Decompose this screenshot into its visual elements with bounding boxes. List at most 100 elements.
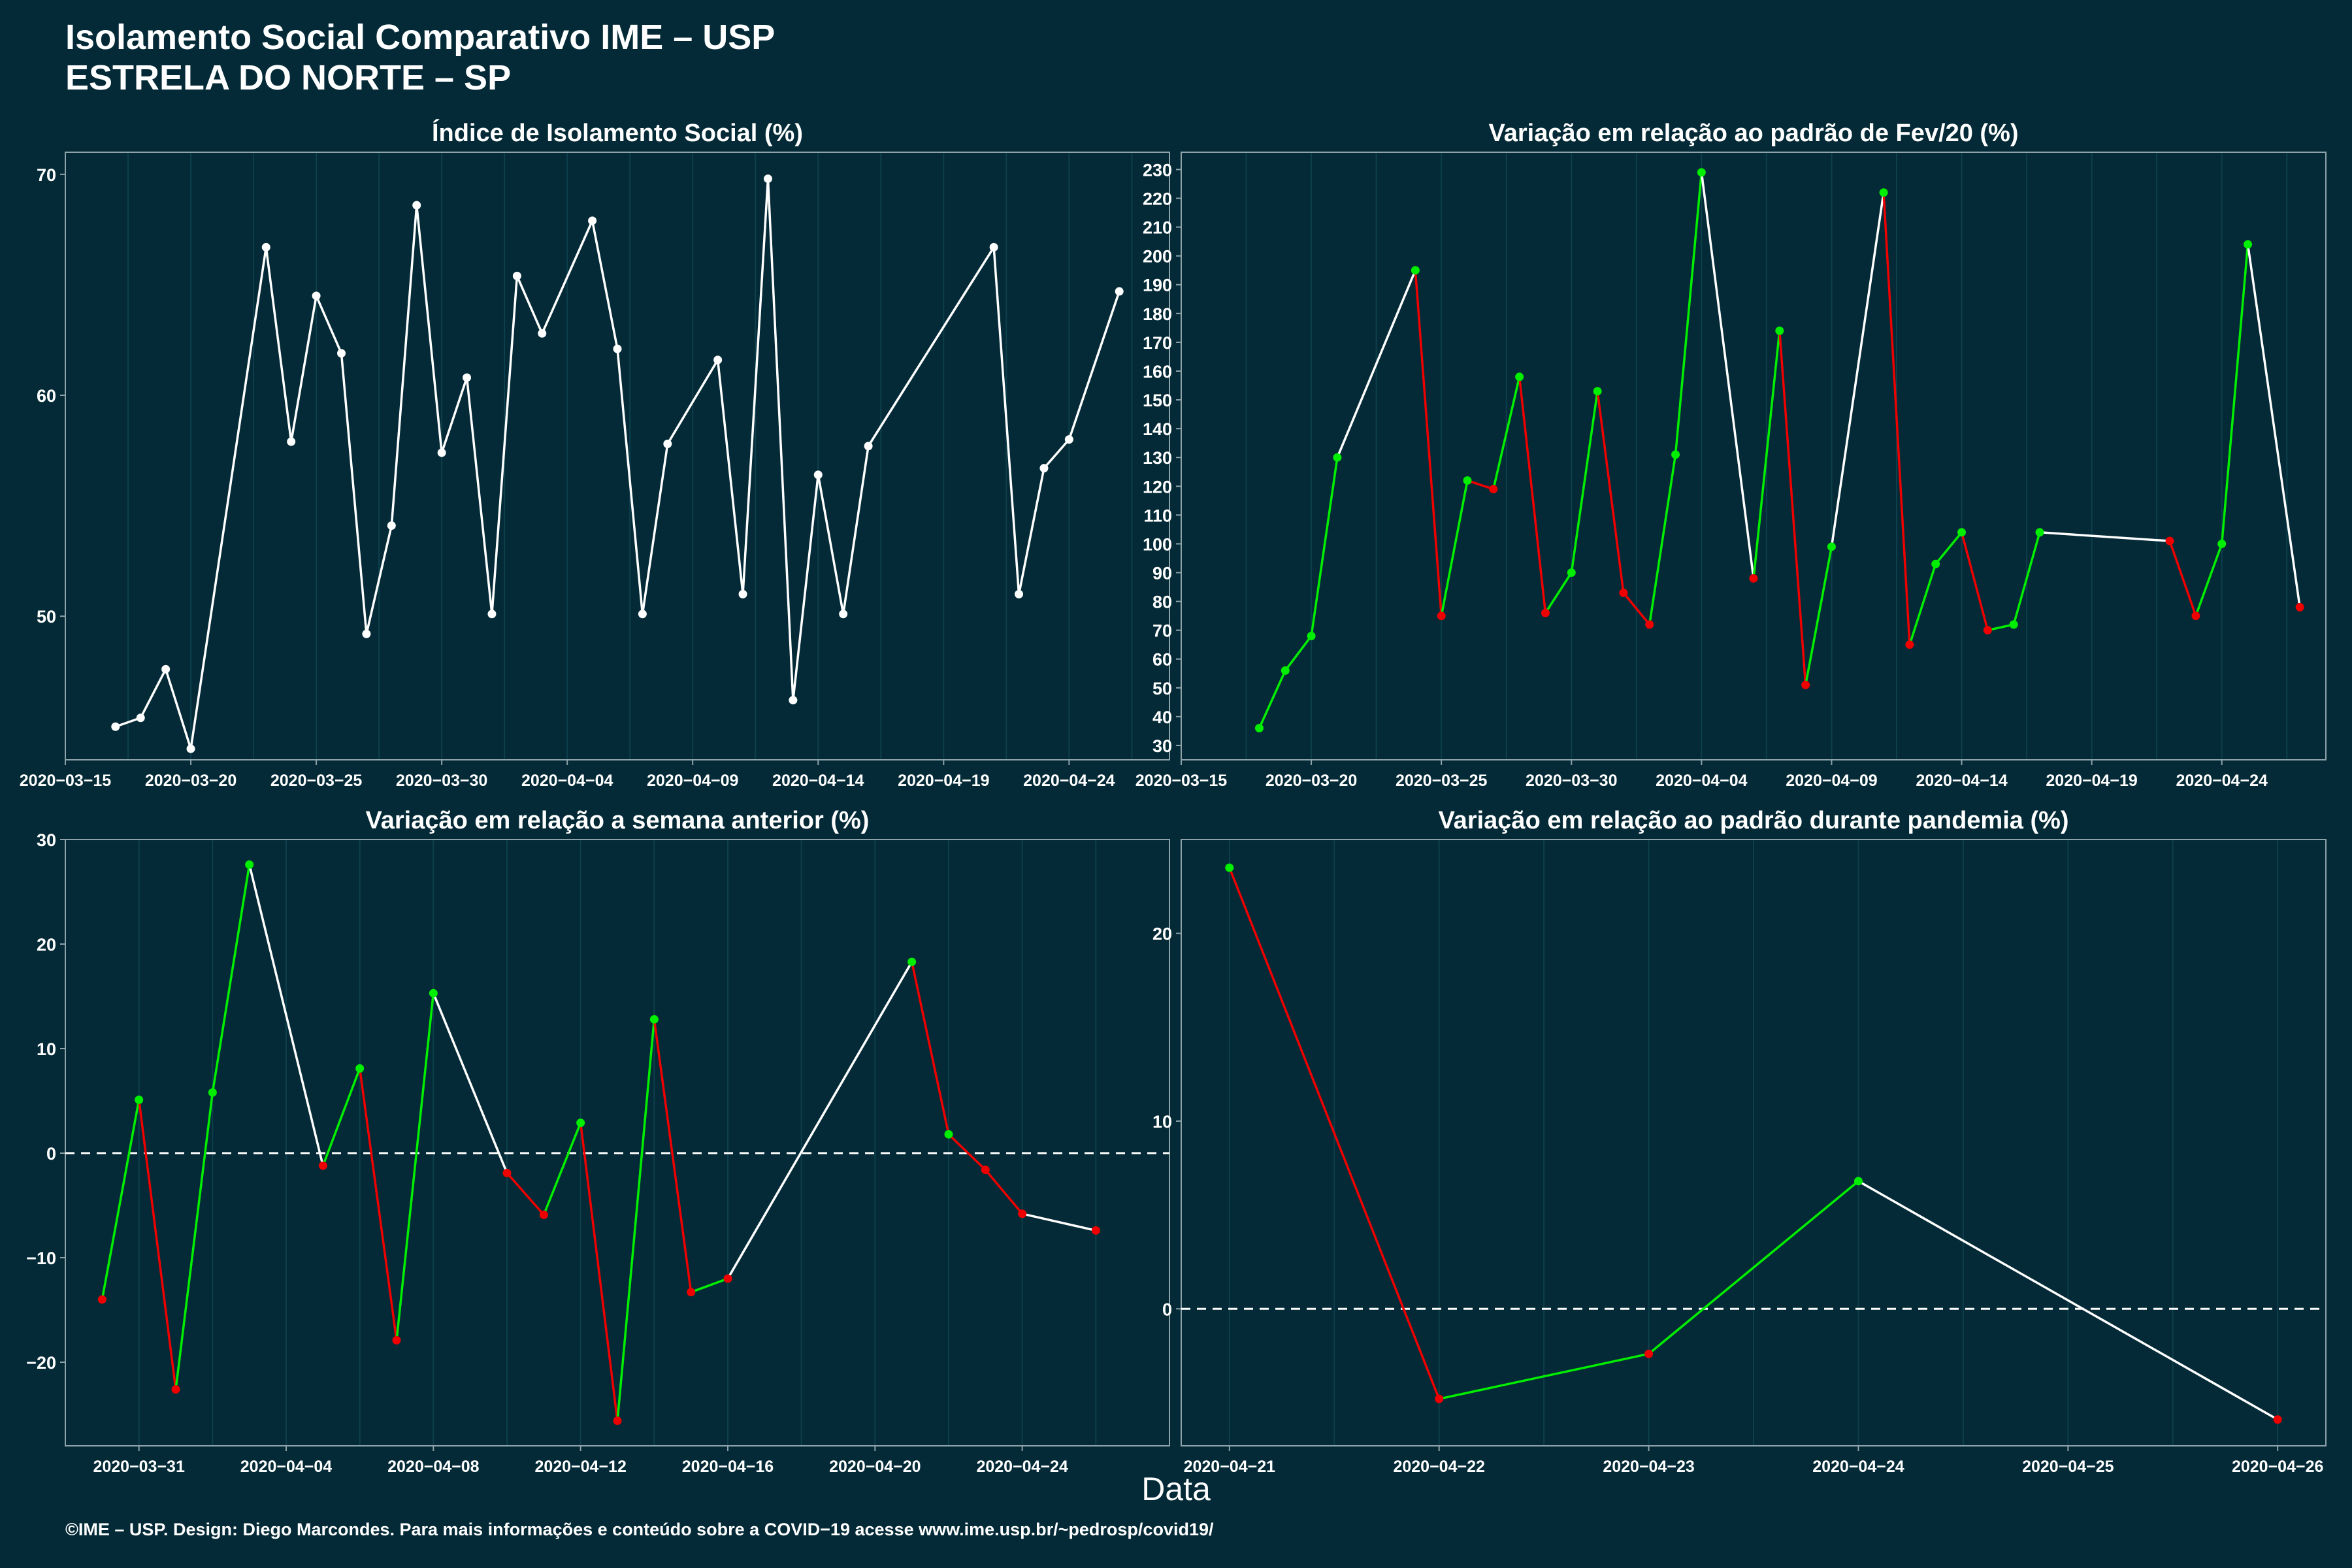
y-tick-label: 40: [1152, 708, 1172, 727]
data-point: [97, 1295, 106, 1304]
data-point: [1619, 588, 1628, 597]
chart-title: Índice de Isolamento Social (%): [432, 118, 803, 147]
series-segment: [1700, 172, 1755, 579]
series-segment: [1674, 172, 1703, 455]
page-title: Isolamento Social Comparativo IME – USP: [65, 18, 776, 57]
data-point: [1827, 542, 1836, 551]
series-segment: [616, 348, 644, 614]
y-tick-label: 170: [1143, 333, 1172, 353]
data-point: [638, 610, 647, 619]
y-tick-label: 140: [1143, 419, 1172, 439]
series-segment: [515, 275, 544, 335]
data-point: [312, 291, 321, 301]
data-point: [864, 442, 873, 451]
data-point: [1064, 435, 1073, 444]
y-tick-label: 100: [1143, 534, 1172, 554]
series-segment: [2039, 531, 2170, 542]
data-point: [1225, 863, 1234, 872]
data-point: [538, 329, 547, 338]
data-point: [2273, 1415, 2282, 1424]
y-tick-label: −10: [26, 1249, 56, 1268]
x-tick-label: 2020−03−20: [1266, 772, 1357, 790]
data-point: [135, 1095, 144, 1104]
data-point: [588, 216, 597, 225]
data-point: [136, 713, 145, 723]
series-segment: [666, 359, 719, 445]
data-point: [261, 242, 270, 252]
y-tick-label: 10: [1152, 1112, 1172, 1132]
series-segment: [841, 446, 870, 615]
data-point: [1905, 640, 1914, 649]
series-segment: [817, 474, 845, 615]
data-point: [944, 1130, 953, 1139]
data-point: [337, 349, 346, 358]
data-point: [789, 696, 798, 705]
series-segment: [211, 864, 251, 1093]
x-tick-label: 2020−04−24: [2176, 772, 2268, 790]
y-tick-label: 0: [46, 1144, 56, 1164]
series-segment: [947, 1133, 987, 1171]
data-point: [1541, 608, 1550, 617]
data-point: [318, 1161, 327, 1170]
x-tick-label: 2020−04−14: [1916, 772, 2008, 790]
series-segment: [792, 474, 820, 700]
series-segment: [1960, 532, 1989, 631]
series-segment: [2220, 244, 2249, 544]
data-point: [1644, 1349, 1654, 1358]
chart-fev20: Variação em relação ao padrão de Fev/20 …: [1135, 120, 2327, 790]
x-tick-label: 2020−04−09: [1786, 772, 1877, 790]
data-point: [355, 1064, 365, 1073]
data-point: [111, 722, 120, 731]
series-segment: [2195, 543, 2223, 617]
data-point: [512, 271, 521, 280]
series-segment: [365, 525, 393, 634]
series-segment: [432, 992, 508, 1174]
data-point: [2295, 602, 2304, 612]
data-point: [1957, 528, 1967, 537]
data-point: [1983, 626, 1992, 635]
series-segment: [1284, 635, 1313, 672]
x-tick-label: 2020−04−26: [2232, 1458, 2323, 1476]
data-point: [392, 1335, 401, 1345]
series-segment: [1544, 572, 1573, 614]
series-segment: [2246, 244, 2301, 608]
data-point: [1281, 666, 1290, 675]
data-point: [2009, 620, 2018, 629]
data-point: [1411, 266, 1420, 275]
x-tick-label: 2020−04−23: [1603, 1458, 1694, 1476]
x-tick-label: 2020−04−16: [682, 1458, 774, 1476]
y-tick-label: 150: [1143, 391, 1172, 410]
series-segment: [1310, 457, 1339, 636]
series-segment: [1987, 623, 2014, 632]
series-segment: [164, 668, 192, 749]
data-point: [687, 1288, 696, 1297]
series-segment: [2168, 540, 2197, 617]
data-point: [839, 610, 848, 619]
series-segment: [1570, 391, 1599, 573]
data-point: [1018, 1209, 1027, 1218]
y-tick-label: 230: [1143, 160, 1172, 180]
series-segment: [1043, 438, 1070, 469]
series-segment: [491, 276, 519, 614]
data-point: [186, 744, 195, 753]
series-segment: [315, 295, 343, 354]
x-tick-label: 2020−04−04: [240, 1458, 333, 1476]
series-segment: [101, 1100, 140, 1300]
x-tick-label: 2020−04−24: [1023, 772, 1115, 790]
series-segment: [1336, 270, 1416, 458]
series-segment: [1935, 531, 1963, 565]
series-segment: [591, 220, 619, 350]
data-point: [1307, 631, 1316, 640]
y-tick-label: 80: [1152, 593, 1172, 612]
data-point: [2165, 536, 2174, 546]
x-tick-label: 2020−03−15: [1135, 772, 1228, 790]
data-point: [412, 201, 421, 210]
data-point: [1489, 485, 1498, 494]
data-point: [713, 355, 723, 365]
series-segment: [727, 961, 913, 1279]
data-point: [161, 664, 171, 674]
page-subtitle: ESTRELA DO NORTE – SP: [65, 58, 512, 97]
series-segment: [691, 1277, 728, 1294]
x-tick-label: 2020−04−24: [1812, 1458, 1904, 1476]
